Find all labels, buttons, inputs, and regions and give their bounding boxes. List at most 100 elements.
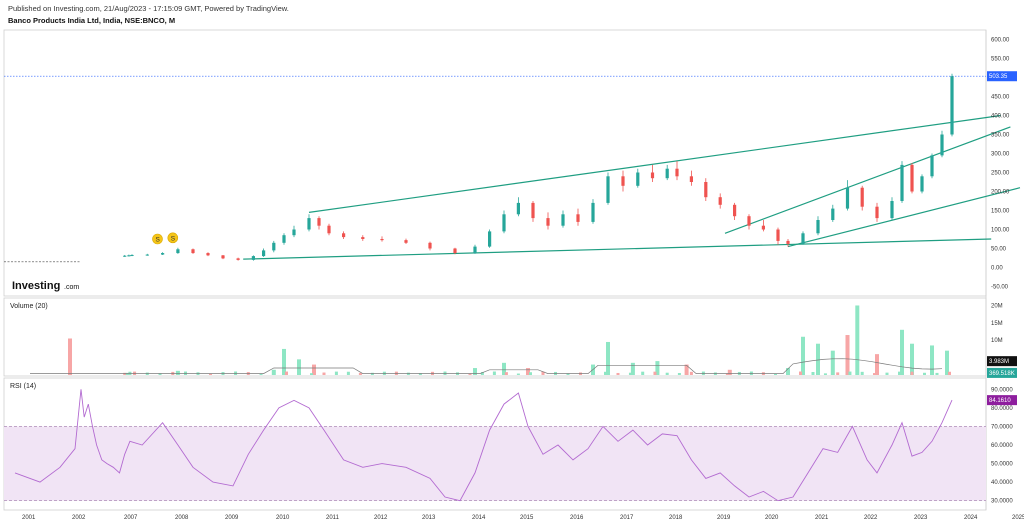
volume-bar[interactable] xyxy=(665,372,669,375)
volume-bar[interactable] xyxy=(591,371,595,375)
candle[interactable] xyxy=(689,176,693,182)
volume-bar[interactable] xyxy=(312,364,316,375)
candle[interactable] xyxy=(621,176,625,186)
candle[interactable] xyxy=(531,202,535,219)
volume-bar[interactable] xyxy=(418,373,422,375)
rsi-line[interactable] xyxy=(14,389,953,502)
candle[interactable] xyxy=(262,250,266,257)
volume-bar[interactable] xyxy=(774,373,777,375)
candle[interactable] xyxy=(776,229,780,241)
volume-bar[interactable] xyxy=(492,371,496,375)
candle[interactable] xyxy=(675,168,679,177)
volume-bar[interactable] xyxy=(272,372,276,375)
volume-bar[interactable] xyxy=(823,373,827,375)
candle[interactable] xyxy=(900,164,904,201)
candle[interactable] xyxy=(502,214,506,232)
dividend-marker[interactable] xyxy=(167,232,179,244)
candle[interactable] xyxy=(342,233,346,238)
volume-bar[interactable] xyxy=(297,371,301,375)
volume-bar[interactable] xyxy=(930,345,934,375)
volume-bar[interactable] xyxy=(689,371,693,375)
volume-bar[interactable] xyxy=(830,350,835,375)
volume-bar[interactable] xyxy=(801,336,805,375)
trend-line[interactable] xyxy=(724,126,1011,234)
candle[interactable] xyxy=(473,246,477,254)
candle[interactable] xyxy=(428,242,432,249)
candle[interactable] xyxy=(292,229,296,236)
volume-bar[interactable] xyxy=(910,371,914,375)
trend-line[interactable] xyxy=(787,187,1021,248)
volume-bar[interactable] xyxy=(786,372,790,375)
volume-bar[interactable] xyxy=(358,372,362,375)
volume-bar[interactable] xyxy=(480,372,484,375)
candle[interactable] xyxy=(191,249,195,254)
volume-bar[interactable] xyxy=(468,373,472,375)
candle[interactable] xyxy=(380,239,384,241)
candle[interactable] xyxy=(236,258,240,260)
candle[interactable] xyxy=(591,202,595,222)
candle[interactable] xyxy=(251,256,255,260)
volume-bar[interactable] xyxy=(655,361,660,375)
candle[interactable] xyxy=(453,248,457,254)
volume-bar[interactable] xyxy=(541,371,545,375)
volume-bar[interactable] xyxy=(504,372,508,375)
volume-bar[interactable] xyxy=(158,373,162,375)
candle[interactable] xyxy=(636,172,640,186)
volume-bar[interactable] xyxy=(616,372,620,375)
dividend-marker[interactable] xyxy=(152,233,163,245)
candle[interactable] xyxy=(890,201,894,219)
trend-line[interactable] xyxy=(308,114,1001,213)
volume-bar[interactable] xyxy=(604,371,607,375)
candle[interactable] xyxy=(875,206,879,219)
volume-bar[interactable] xyxy=(816,343,820,375)
candle[interactable] xyxy=(576,214,580,222)
volume-bar[interactable] xyxy=(885,372,889,375)
volume-bar[interactable] xyxy=(526,368,530,375)
volume-bar[interactable] xyxy=(923,372,926,375)
candle[interactable] xyxy=(145,254,149,256)
volume-bar[interactable] xyxy=(346,371,350,375)
volume-bar[interactable] xyxy=(641,371,645,375)
candle[interactable] xyxy=(206,253,210,256)
candle[interactable] xyxy=(123,255,127,257)
candle[interactable] xyxy=(176,249,180,254)
volume-bar[interactable] xyxy=(875,354,879,375)
volume-bar[interactable] xyxy=(873,373,876,375)
candle[interactable] xyxy=(930,155,934,177)
candle[interactable] xyxy=(920,176,924,192)
candle[interactable] xyxy=(910,164,914,192)
volume-bar[interactable] xyxy=(799,371,802,375)
volume-bar[interactable] xyxy=(68,338,72,376)
price-panel[interactable] xyxy=(3,29,987,297)
candle[interactable] xyxy=(860,187,864,207)
candle[interactable] xyxy=(650,172,655,179)
candle[interactable] xyxy=(161,253,165,255)
volume-bar[interactable] xyxy=(848,371,852,375)
volume-bar[interactable] xyxy=(900,329,904,375)
volume-bar[interactable] xyxy=(945,350,949,375)
volume-bar[interactable] xyxy=(845,335,850,375)
volume-bar[interactable] xyxy=(529,372,532,375)
candle[interactable] xyxy=(761,225,765,230)
candle[interactable] xyxy=(361,237,365,239)
candle[interactable] xyxy=(561,214,565,226)
volume-bar[interactable] xyxy=(653,371,657,375)
candle[interactable] xyxy=(272,242,276,251)
candle[interactable] xyxy=(404,240,408,243)
volume-bar[interactable] xyxy=(310,373,313,375)
volume-bar[interactable] xyxy=(473,368,477,375)
candle[interactable] xyxy=(831,208,835,220)
candle[interactable] xyxy=(317,218,321,226)
volume-bar[interactable] xyxy=(628,372,632,375)
volume-bar[interactable] xyxy=(725,373,729,375)
candle[interactable] xyxy=(282,235,286,243)
volume-bar[interactable] xyxy=(811,372,815,375)
candle[interactable] xyxy=(606,176,610,203)
candle[interactable] xyxy=(747,216,751,226)
candle[interactable] xyxy=(940,134,944,156)
candle[interactable] xyxy=(801,233,805,244)
candle[interactable] xyxy=(546,218,550,226)
volume-bar[interactable] xyxy=(566,373,570,375)
volume-bar[interactable] xyxy=(606,341,610,375)
volume-bar[interactable] xyxy=(935,372,939,375)
